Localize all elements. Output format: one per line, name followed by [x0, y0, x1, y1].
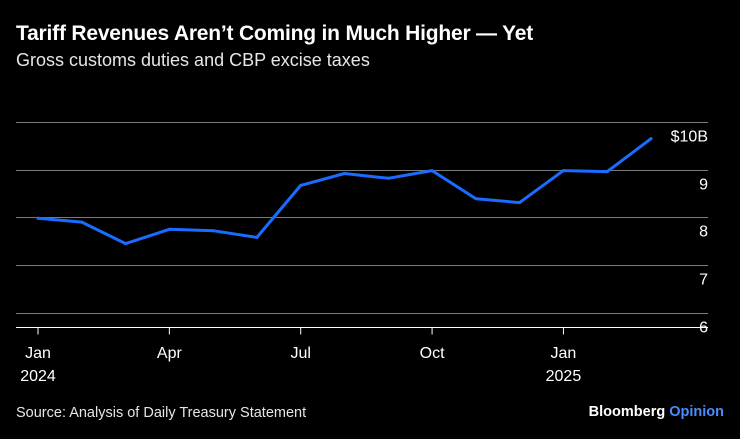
- x-tick-label: Jul: [290, 345, 310, 362]
- chart-title: Tariff Revenues Aren’t Coming in Much Hi…: [16, 22, 534, 45]
- data-point: [343, 171, 346, 175]
- y-tick-label: 9: [699, 177, 708, 194]
- data-point: [299, 183, 303, 187]
- data-point: [80, 220, 84, 224]
- brand-name: Bloomberg: [588, 404, 666, 420]
- series-line: [36, 137, 653, 246]
- brand-accent: Opinion: [669, 404, 724, 420]
- data-point: [474, 197, 478, 201]
- data-point: [649, 137, 653, 141]
- x-tick-label: Oct: [420, 345, 445, 362]
- y-tick-label: 6: [699, 320, 708, 337]
- y-tick-label: 8: [699, 224, 708, 241]
- x-axis: Jan 2024 Apr Jul Oct Jan 2025: [16, 327, 708, 385]
- y-tick-label: 7: [699, 272, 708, 289]
- source-note: Source: Analysis of Daily Treasury State…: [16, 405, 307, 421]
- x-tick-label: Jan: [25, 345, 51, 362]
- data-point: [518, 201, 522, 205]
- x-tick-label: Apr: [157, 345, 183, 362]
- data-point: [36, 216, 40, 220]
- data-point: [255, 235, 259, 239]
- chart-subtitle: Gross customs duties and CBP excise taxe…: [16, 50, 370, 70]
- gridlines: [16, 122, 708, 314]
- data-point: [167, 227, 171, 231]
- data-point: [430, 169, 434, 173]
- data-point: [211, 229, 215, 233]
- x-tick-label: Jan: [551, 345, 577, 362]
- data-point: [605, 170, 609, 174]
- x-tick-year-label: 2025: [546, 368, 582, 385]
- x-tick-year-label: 2024: [20, 368, 56, 385]
- bloomberg-opinion-logo: Bloomberg Opinion: [589, 404, 724, 420]
- data-point: [386, 176, 390, 180]
- y-axis: 6 7 8 9 $10B: [671, 129, 708, 337]
- y-tick-label: $10B: [671, 129, 708, 146]
- series-layer: [36, 137, 653, 246]
- data-point: [124, 242, 128, 246]
- data-point: [561, 169, 565, 173]
